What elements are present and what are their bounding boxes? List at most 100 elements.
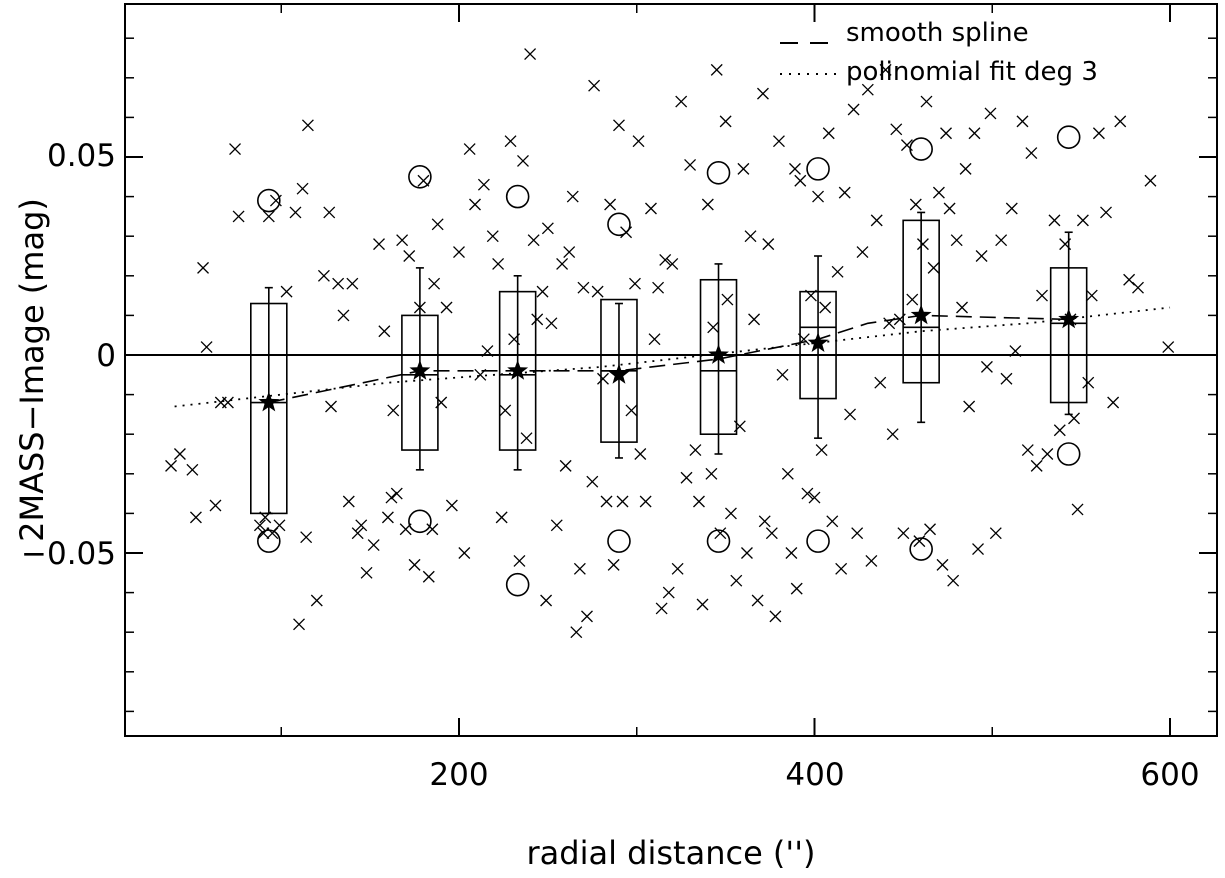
cross-stroke [559,459,572,472]
cross-stroke [607,558,620,571]
data-point-x-marker [861,83,874,96]
cross-stroke [831,265,844,278]
data-point-x-marker [520,432,533,445]
y-ticks [125,37,1217,713]
cross-stroke [495,511,508,524]
data-point-x-marker [701,198,714,211]
data-point-x-marker [756,87,769,100]
outlier-circle [1056,125,1081,149]
cross-stroke [639,495,652,508]
data-point-x-marker [984,107,997,120]
cross-stroke [897,527,910,540]
cross-stroke [431,218,444,231]
data-point-x-marker [632,135,645,148]
cross-stroke [826,515,839,528]
x-tick-label: 600 [1140,757,1199,793]
outlier-circle [607,212,631,237]
cross-stroke [689,444,702,456]
data-point-x-marker [730,574,743,587]
cross-stroke [403,250,416,262]
data-point-x-marker [1071,503,1084,516]
data-point-x-marker [540,594,553,607]
cross-stroke [346,277,359,290]
data-point-x-marker [689,444,702,456]
cross-stroke [513,554,526,567]
y-tick-label: 0.05 [47,138,116,174]
data-point-x-marker [794,174,807,187]
data-point-x-marker [556,257,569,270]
cross-stroke [1092,127,1105,140]
cross-stroke [785,547,798,559]
cross-stroke [684,158,697,171]
cross-stroke [300,531,313,544]
cross-stroke [890,123,903,136]
cross-stroke [870,214,883,227]
data-point-x-marker [714,527,727,540]
cross-stroke [492,257,505,270]
cross-stroke [499,404,512,417]
outlier-circle [505,572,530,597]
data-point-x-marker [1132,281,1144,294]
mean-star [507,359,529,380]
cross-stroke [1005,202,1018,215]
data-point-x-marker [481,345,494,357]
data-point-x-marker [355,519,368,532]
data-point-x-marker [408,558,421,571]
cross-stroke [463,143,476,156]
cross-stroke [536,285,549,298]
data-point-x-marker [527,234,540,247]
data-point-x-marker [577,281,590,294]
data-point-x-marker [705,467,718,480]
data-point-x-marker [332,277,345,290]
cross-stroke [865,554,878,567]
data-point-x-marker [1100,206,1112,219]
cross-stroke [968,127,981,140]
data-point-x-marker [1005,202,1018,215]
data-point-x-marker [173,448,186,460]
cross-stroke [323,206,336,219]
data-point-x-marker [956,301,968,314]
cross-stroke [879,63,892,76]
cross-stroke [563,246,576,258]
cross-stroke [995,234,1008,247]
cross-stroke [165,459,178,472]
cross-stroke [762,238,775,251]
data-point-x-marker [924,523,936,536]
cross-stroke [645,202,657,215]
cross-stroke [632,135,645,148]
data-point-x-marker [301,119,314,132]
cross-stroke [232,210,245,223]
data-point-x-marker [453,246,465,258]
data-point-x-marker [975,250,988,262]
cross-stroke [1107,396,1120,409]
data-point-x-marker [1021,444,1034,456]
cross-stroke [744,230,757,243]
cross-stroke [597,372,609,385]
data-point-x-marker [719,115,732,128]
outlier-circle [408,165,432,189]
cross-stroke [408,558,421,571]
data-point-x-marker [342,495,355,508]
data-point-x-marker [600,495,613,508]
cross-stroke [355,519,368,532]
legend-label-polynomial-fit: polinomial fit deg 3 [846,57,1098,87]
cross-stroke [189,511,202,524]
data-point-x-marker [835,562,848,575]
mean-star [608,363,630,384]
data-point-x-marker [920,95,933,108]
cross-stroke [932,186,945,199]
cross-stroke [477,178,490,191]
data-point-x-marker [346,277,359,290]
cross-stroke [373,238,385,251]
data-point-x-marker [909,198,922,211]
data-point-x-marker [517,155,529,167]
data-point-x-marker [440,301,453,314]
cross-stroke [1053,424,1066,437]
data-point-x-marker [645,202,657,215]
cross-stroke [980,360,993,373]
cross-stroke [453,246,465,258]
cross-stroke [693,495,705,508]
cross-stroke [426,523,439,536]
outlier-circle [408,509,432,534]
